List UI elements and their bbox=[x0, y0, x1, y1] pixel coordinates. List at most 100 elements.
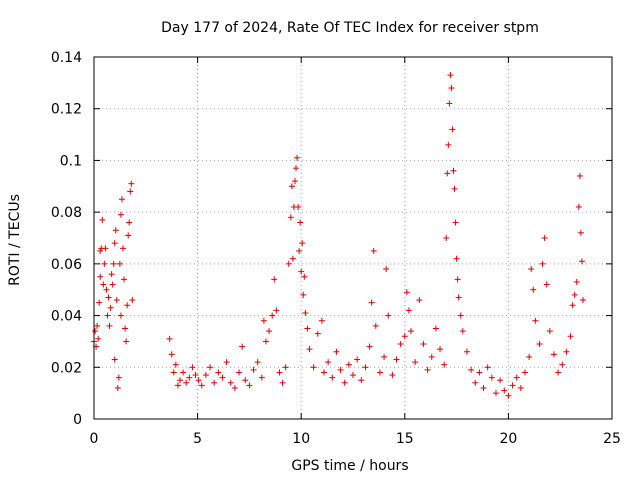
data-point bbox=[345, 361, 352, 368]
data-point bbox=[102, 245, 109, 252]
data-point bbox=[459, 328, 466, 335]
data-point bbox=[211, 379, 218, 386]
data-point bbox=[117, 211, 124, 218]
x-tick-label: 25 bbox=[603, 431, 621, 447]
data-point bbox=[441, 361, 448, 368]
data-point bbox=[300, 291, 307, 298]
data-point bbox=[405, 307, 412, 314]
x-tick-label: 0 bbox=[90, 431, 99, 447]
data-point bbox=[128, 180, 135, 187]
data-point bbox=[127, 188, 134, 195]
data-point bbox=[526, 353, 533, 360]
data-point bbox=[453, 255, 460, 262]
data-point bbox=[350, 372, 356, 379]
data-point bbox=[428, 353, 435, 360]
data-point bbox=[223, 359, 230, 366]
data-point bbox=[180, 369, 187, 376]
data-point bbox=[555, 369, 562, 376]
data-point bbox=[106, 322, 113, 329]
data-point bbox=[306, 346, 313, 353]
data-point bbox=[271, 276, 278, 283]
data-point bbox=[517, 384, 524, 391]
data-point bbox=[513, 374, 520, 381]
data-point bbox=[189, 364, 196, 371]
data-point bbox=[123, 338, 130, 345]
plot-frame bbox=[93, 56, 613, 420]
data-point bbox=[385, 312, 392, 319]
data-point bbox=[454, 276, 461, 283]
data-point bbox=[112, 227, 119, 234]
data-point bbox=[389, 372, 396, 379]
data-point bbox=[397, 341, 404, 348]
data-point bbox=[279, 379, 286, 386]
data-point bbox=[521, 369, 528, 376]
data-point bbox=[269, 312, 276, 319]
data-point bbox=[97, 273, 104, 280]
data-point bbox=[569, 302, 576, 309]
data-point bbox=[546, 328, 553, 335]
data-point bbox=[446, 100, 453, 107]
data-point bbox=[96, 299, 103, 306]
data-point bbox=[125, 232, 132, 239]
data-point bbox=[100, 281, 107, 288]
data-point bbox=[118, 196, 125, 203]
data-point bbox=[113, 297, 120, 304]
data-point bbox=[192, 372, 199, 379]
data-point bbox=[108, 271, 115, 278]
data-point bbox=[358, 377, 365, 384]
data-point bbox=[109, 281, 116, 288]
data-point bbox=[314, 330, 321, 337]
data-point bbox=[285, 260, 292, 267]
data-point bbox=[110, 260, 117, 267]
data-point bbox=[122, 325, 129, 332]
data-point bbox=[455, 294, 462, 301]
data-point bbox=[383, 266, 390, 273]
data-point bbox=[117, 312, 124, 319]
data-point bbox=[174, 382, 181, 389]
data-point bbox=[198, 382, 205, 389]
x-tick-label: 20 bbox=[499, 431, 517, 447]
data-point bbox=[95, 335, 102, 342]
data-point bbox=[447, 72, 454, 79]
data-point bbox=[449, 126, 456, 133]
data-point bbox=[92, 328, 99, 335]
y-tick-label: 0.12 bbox=[51, 102, 82, 118]
data-point bbox=[215, 369, 222, 376]
data-point bbox=[420, 341, 427, 348]
data-point bbox=[172, 361, 179, 368]
data-point bbox=[366, 343, 373, 350]
data-point bbox=[341, 379, 348, 386]
data-point bbox=[176, 377, 183, 384]
data-point bbox=[121, 276, 128, 283]
data-point bbox=[101, 260, 108, 267]
data-point bbox=[231, 384, 238, 391]
data-point bbox=[262, 338, 269, 345]
data-point bbox=[111, 240, 118, 247]
data-point bbox=[476, 369, 483, 376]
data-point bbox=[401, 333, 408, 340]
data-point bbox=[294, 154, 301, 161]
data-point bbox=[183, 379, 190, 386]
y-tick-label: 0.04 bbox=[51, 309, 82, 325]
data-point bbox=[372, 322, 379, 329]
data-point bbox=[298, 268, 305, 275]
data-point bbox=[451, 185, 458, 192]
data-point bbox=[437, 346, 444, 353]
data-point bbox=[362, 364, 369, 371]
data-point bbox=[550, 351, 557, 358]
data-point bbox=[578, 258, 585, 265]
data-point bbox=[325, 359, 332, 366]
data-point bbox=[239, 343, 246, 350]
data-point bbox=[376, 369, 383, 376]
data-point bbox=[443, 235, 450, 241]
data-point bbox=[129, 297, 136, 304]
data-point bbox=[445, 141, 452, 148]
y-axis-label: ROTI / TECUs bbox=[7, 194, 23, 286]
data-point bbox=[282, 364, 289, 371]
data-point bbox=[301, 273, 308, 280]
data-point bbox=[297, 219, 304, 226]
data-point bbox=[288, 183, 295, 190]
data-point bbox=[260, 317, 267, 324]
data-point bbox=[492, 390, 499, 397]
